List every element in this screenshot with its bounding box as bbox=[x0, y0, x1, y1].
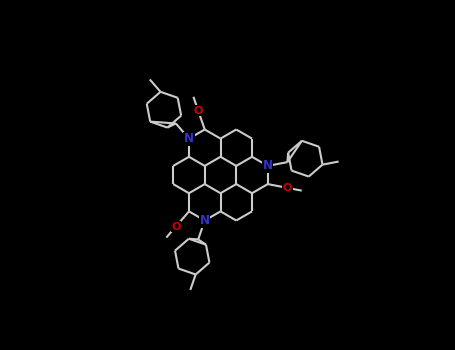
Text: N: N bbox=[200, 214, 210, 227]
Text: O: O bbox=[193, 106, 203, 116]
Text: O: O bbox=[283, 183, 292, 193]
Text: N: N bbox=[184, 132, 194, 145]
Text: O: O bbox=[171, 222, 181, 232]
Text: N: N bbox=[263, 159, 273, 173]
